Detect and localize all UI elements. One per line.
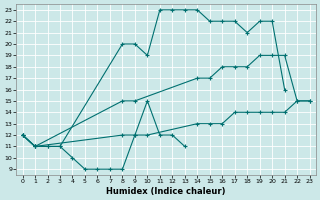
X-axis label: Humidex (Indice chaleur): Humidex (Indice chaleur) — [106, 187, 226, 196]
